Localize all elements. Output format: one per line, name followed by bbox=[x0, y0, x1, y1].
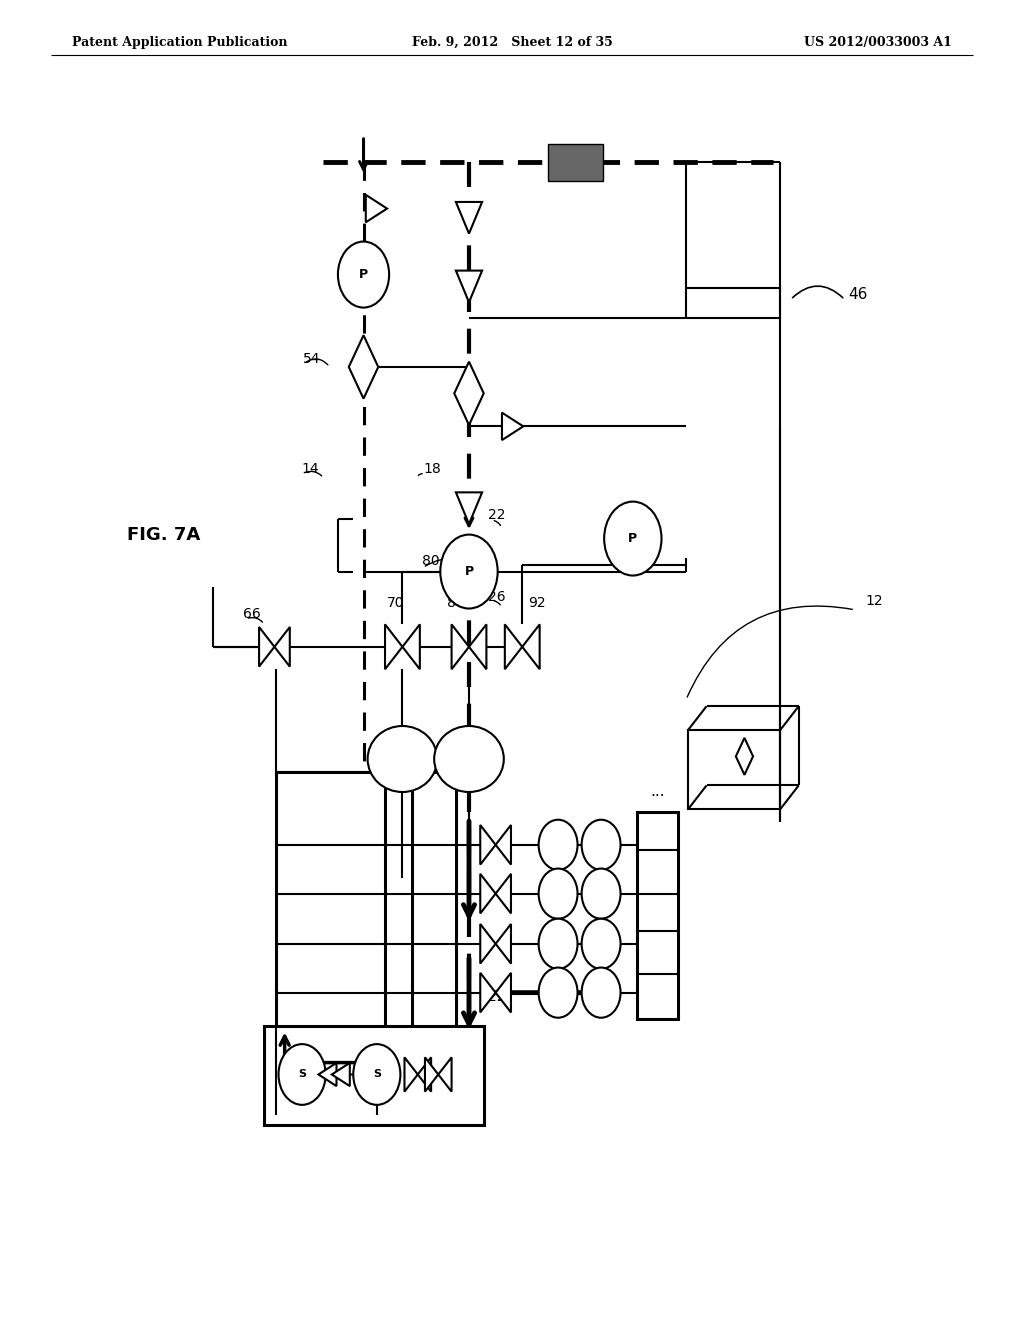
Text: 22: 22 bbox=[488, 508, 506, 521]
Polygon shape bbox=[505, 624, 522, 669]
Polygon shape bbox=[502, 413, 523, 440]
Text: S: S bbox=[373, 1069, 381, 1080]
Circle shape bbox=[539, 968, 578, 1018]
Text: 54: 54 bbox=[303, 352, 321, 366]
Bar bbox=[276, 772, 456, 1115]
Text: 22: 22 bbox=[488, 990, 506, 1003]
Circle shape bbox=[539, 820, 578, 870]
Text: ...: ... bbox=[650, 784, 665, 800]
Circle shape bbox=[582, 968, 621, 1018]
Text: 70: 70 bbox=[387, 597, 404, 610]
Polygon shape bbox=[496, 874, 511, 913]
Polygon shape bbox=[418, 1057, 431, 1092]
Text: Feb. 9, 2012   Sheet 12 of 35: Feb. 9, 2012 Sheet 12 of 35 bbox=[412, 36, 612, 49]
Polygon shape bbox=[404, 1057, 418, 1092]
Polygon shape bbox=[425, 1057, 438, 1092]
Circle shape bbox=[440, 535, 498, 609]
Text: P: P bbox=[359, 268, 368, 281]
Circle shape bbox=[539, 869, 578, 919]
Polygon shape bbox=[438, 1057, 452, 1092]
Text: FIG. 7A: FIG. 7A bbox=[127, 525, 201, 544]
Polygon shape bbox=[480, 825, 496, 865]
Bar bbox=[688, 730, 780, 809]
Circle shape bbox=[582, 919, 621, 969]
Polygon shape bbox=[456, 271, 482, 302]
Bar bbox=[637, 812, 678, 1019]
Polygon shape bbox=[274, 627, 290, 667]
Text: 92: 92 bbox=[528, 597, 546, 610]
Text: 18: 18 bbox=[424, 462, 441, 475]
Text: 80: 80 bbox=[422, 554, 439, 568]
Text: 26: 26 bbox=[488, 590, 506, 603]
Polygon shape bbox=[496, 973, 511, 1012]
Polygon shape bbox=[480, 874, 496, 913]
Ellipse shape bbox=[434, 726, 504, 792]
Bar bbox=[548, 144, 603, 181]
Polygon shape bbox=[259, 627, 274, 667]
Ellipse shape bbox=[368, 726, 437, 792]
Circle shape bbox=[604, 502, 662, 576]
Circle shape bbox=[279, 1044, 326, 1105]
Text: P: P bbox=[629, 532, 637, 545]
Polygon shape bbox=[349, 335, 378, 399]
Polygon shape bbox=[385, 624, 402, 669]
Circle shape bbox=[353, 1044, 400, 1105]
Polygon shape bbox=[456, 492, 482, 524]
Circle shape bbox=[582, 869, 621, 919]
Polygon shape bbox=[480, 973, 496, 1012]
Text: S: S bbox=[298, 1069, 306, 1080]
Circle shape bbox=[338, 242, 389, 308]
Polygon shape bbox=[480, 924, 496, 964]
Polygon shape bbox=[455, 362, 483, 425]
Text: 46: 46 bbox=[848, 286, 867, 302]
Polygon shape bbox=[452, 624, 469, 669]
Polygon shape bbox=[496, 825, 511, 865]
Text: 12: 12 bbox=[865, 594, 883, 607]
Bar bbox=[264, 1026, 484, 1125]
Polygon shape bbox=[366, 195, 387, 222]
Text: 88: 88 bbox=[447, 597, 465, 610]
Polygon shape bbox=[332, 1063, 350, 1086]
Polygon shape bbox=[469, 624, 486, 669]
Polygon shape bbox=[736, 738, 753, 775]
Text: P: P bbox=[465, 565, 473, 578]
Text: 66: 66 bbox=[243, 607, 260, 620]
Text: 14: 14 bbox=[301, 462, 318, 475]
Polygon shape bbox=[318, 1063, 337, 1086]
Polygon shape bbox=[522, 624, 540, 669]
Polygon shape bbox=[402, 624, 420, 669]
Polygon shape bbox=[456, 202, 482, 234]
Text: Patent Application Publication: Patent Application Publication bbox=[72, 36, 287, 49]
Circle shape bbox=[539, 919, 578, 969]
Text: US 2012/0033003 A1: US 2012/0033003 A1 bbox=[805, 36, 952, 49]
Polygon shape bbox=[496, 924, 511, 964]
Circle shape bbox=[582, 820, 621, 870]
